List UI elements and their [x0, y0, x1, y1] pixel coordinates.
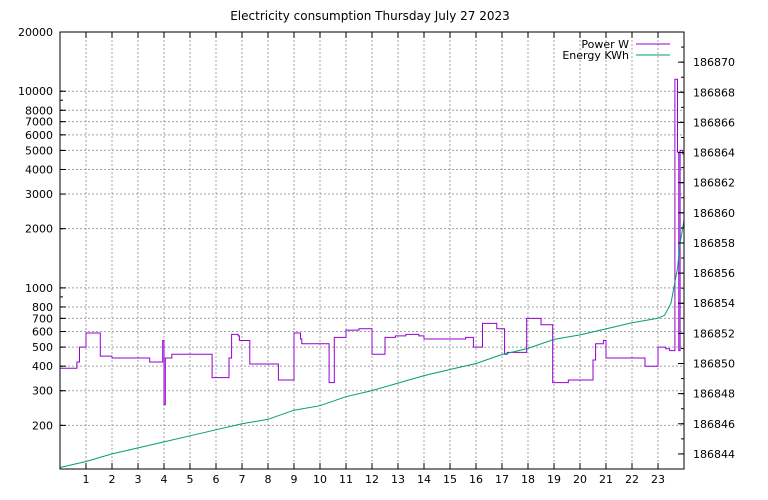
x-tick-label: 1 [83, 473, 90, 486]
y-left-tick-label: 200 [32, 419, 53, 432]
y-right-tick-label: 186860 [693, 207, 735, 220]
series-energy-line [60, 220, 684, 468]
x-tick-label: 22 [625, 473, 639, 486]
y-left-tick-label: 6000 [25, 129, 53, 142]
x-tick-label: 23 [651, 473, 665, 486]
y-left-tick-label: 600 [32, 326, 53, 339]
y-right-tick-label: 186862 [693, 177, 735, 190]
tick-layer: 1 2 3 4 5 6 7 8 9 10 11 12 13 14 15 16 17 18 19 20 21 22 23200… [18, 26, 735, 486]
y-left-tick-label: 800 [32, 301, 53, 314]
y-left-tick-label: 5000 [25, 144, 53, 157]
y-left-tick-label: 500 [32, 341, 53, 354]
x-tick-label: 17 [495, 473, 509, 486]
y-right-tick-label: 186854 [693, 297, 735, 310]
y-left-tick-label: 3000 [25, 188, 53, 201]
x-tick-label: 13 [391, 473, 405, 486]
x-tick-label: 16 [469, 473, 483, 486]
y-left-tick-label: 2000 [25, 223, 53, 236]
y-left-tick-label: 10000 [18, 85, 53, 98]
y-right-tick-label: 186858 [693, 237, 735, 250]
x-tick-label: 7 [239, 473, 246, 486]
x-tick-label: 21 [599, 473, 613, 486]
y-left-tick-label: 700 [32, 312, 53, 325]
x-tick-label: 6 [213, 473, 220, 486]
y-right-tick-label: 186866 [693, 116, 735, 129]
y-right-tick-label: 186848 [693, 388, 735, 401]
x-tick-label: 8 [265, 473, 272, 486]
y-right-tick-label: 186868 [693, 86, 735, 99]
x-tick-label: 12 [365, 473, 379, 486]
grid-layer [60, 32, 684, 469]
y-left-tick-label: 7000 [25, 116, 53, 129]
x-tick-label: 15 [443, 473, 457, 486]
y-right-tick-label: 186856 [693, 267, 735, 280]
legend-label-energy: Energy KWh [562, 49, 629, 62]
x-tick-label: 10 [313, 473, 327, 486]
series-power-line [60, 78, 684, 406]
chart-title: Electricity consumption Thursday July 27… [230, 9, 510, 23]
series-layer [60, 78, 684, 468]
y-right-tick-label: 186844 [693, 448, 735, 461]
legend-label-power: Power W [581, 38, 629, 51]
x-tick-label: 20 [573, 473, 587, 486]
x-tick-label: 3 [135, 473, 142, 486]
x-tick-label: 18 [521, 473, 535, 486]
x-tick-label: 19 [547, 473, 561, 486]
y-left-tick-label: 1000 [25, 282, 53, 295]
y-left-tick-label: 20000 [18, 26, 53, 39]
x-tick-label: 9 [291, 473, 298, 486]
y-left-tick-label: 8000 [25, 104, 53, 117]
y-left-tick-label: 4000 [25, 163, 53, 176]
y-right-tick-label: 186870 [693, 56, 735, 69]
x-tick-label: 14 [417, 473, 431, 486]
x-tick-label: 11 [339, 473, 353, 486]
legend: Power W Energy KWh [562, 38, 670, 62]
y-left-tick-label: 300 [32, 385, 53, 398]
y-right-tick-label: 186852 [693, 327, 735, 340]
x-tick-label: 5 [187, 473, 194, 486]
x-tick-label: 4 [161, 473, 168, 486]
y-right-tick-label: 186864 [693, 147, 735, 160]
y-right-tick-label: 186846 [693, 418, 735, 431]
y-left-tick-label: 400 [32, 360, 53, 373]
x-tick-label: 2 [109, 473, 116, 486]
y-right-tick-label: 186850 [693, 358, 735, 371]
